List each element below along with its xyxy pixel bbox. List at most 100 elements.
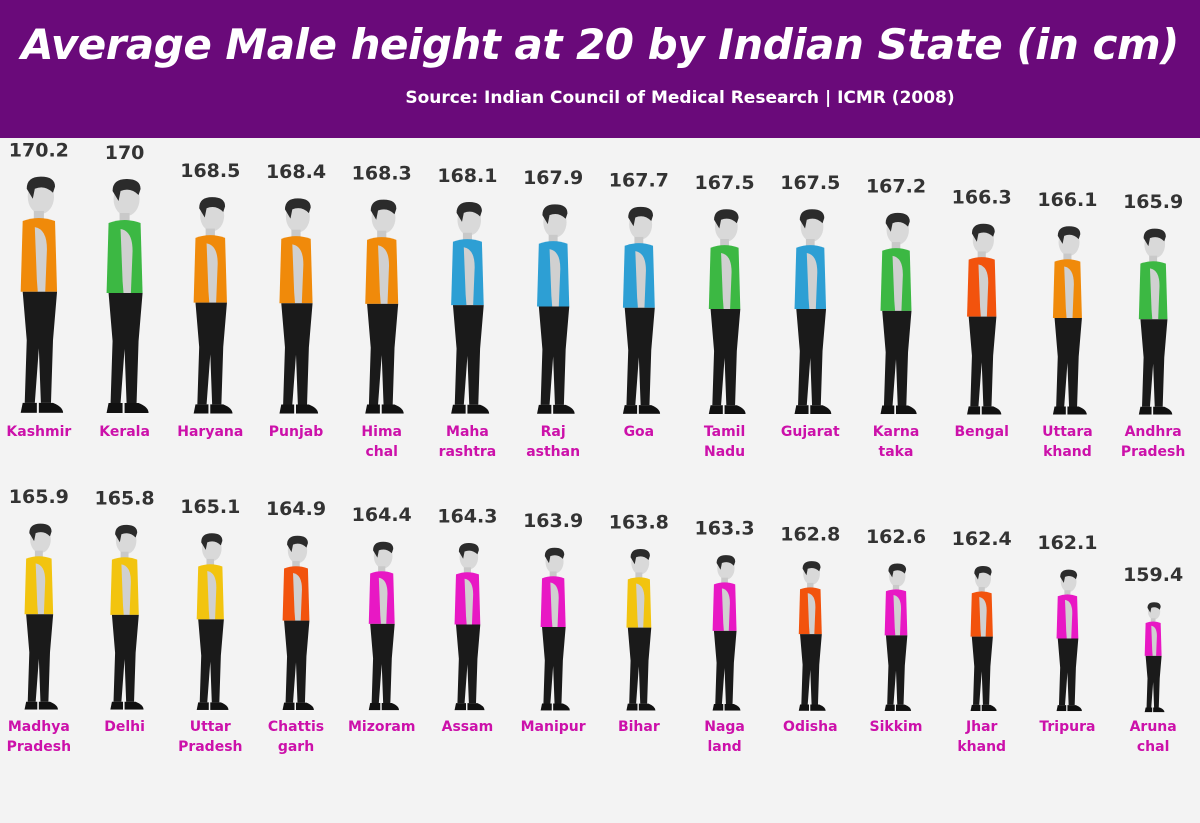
figure-shape — [537, 204, 575, 418]
state-label: Punjab — [269, 424, 323, 440]
person-figure: 168.5 Haryana — [177, 160, 243, 440]
figure-shape — [1056, 569, 1082, 714]
state-label: Chattis garh — [268, 719, 324, 755]
state-label: Karna taka — [873, 424, 920, 460]
person-figure: 168.3 Hima chal — [352, 162, 412, 460]
figure-shape — [24, 523, 58, 713]
figure-shape — [884, 563, 912, 714]
state-label: Assam — [442, 719, 494, 735]
value-label: 166.3 — [952, 186, 1012, 208]
person-figure: 164.3 Assam — [437, 505, 497, 735]
person-figure: 167.2 Karna taka — [866, 176, 926, 460]
figure-shape — [20, 176, 64, 417]
figure-shape — [106, 179, 149, 417]
person-figure: 165.8 Delhi — [95, 487, 155, 735]
figure-shape — [798, 561, 826, 714]
figure-shape — [880, 212, 917, 418]
value-label: 164.4 — [352, 504, 412, 526]
state-label: Bihar — [618, 719, 660, 735]
figure-shape — [110, 524, 144, 713]
value-label: 167.5 — [695, 172, 755, 194]
header-banner: Average Male height at 20 by Indian Stat… — [0, 0, 1200, 138]
figure-shape — [1052, 226, 1087, 418]
person-figure: 170.2 Kashmir — [6, 140, 71, 440]
state-label: Jhar khand — [957, 719, 1006, 755]
value-label: 162.4 — [952, 528, 1012, 550]
person-figure: 163.3 Naga land — [695, 517, 755, 755]
person-figure: 168.4 Punjab — [266, 161, 326, 440]
value-label: 170 — [105, 142, 145, 164]
value-label: 167.5 — [780, 172, 840, 194]
value-label: 167.7 — [609, 170, 669, 192]
state-label: Naga land — [704, 719, 745, 755]
figure-shape — [451, 201, 490, 418]
value-label: 165.9 — [1123, 191, 1183, 213]
value-label: 159.4 — [1123, 564, 1183, 586]
figure-shape — [196, 533, 229, 713]
value-label: 162.6 — [866, 526, 926, 548]
state-label: Mizoram — [348, 719, 415, 735]
person-figure: 167.9 Raj asthan — [523, 167, 583, 460]
value-label: 168.1 — [437, 165, 497, 187]
figure-shape — [365, 199, 404, 418]
figure-shape — [279, 198, 319, 418]
value-label: 164.9 — [266, 498, 326, 520]
height-chart: 170.2 Kashmir 170 Kerala 168.5 Haryana 168.4 Pu… — [6, 140, 1185, 755]
person-figure: 159.4 Aruna chal — [1123, 564, 1183, 755]
figure-shape — [622, 206, 661, 418]
state-label: Tamil Nadu — [704, 424, 745, 460]
figure-shape — [454, 542, 485, 714]
person-figure: 170 Kerala — [99, 142, 150, 440]
person-figure: 162.6 Sikkim — [866, 526, 926, 735]
figure-shape — [967, 223, 1002, 418]
value-label: 162.1 — [1037, 532, 1097, 554]
chart-subtitle: Source: Indian Council of Medical Resear… — [405, 88, 955, 108]
figure-shape — [970, 565, 997, 714]
state-label: Aruna chal — [1130, 719, 1177, 755]
value-label: 167.9 — [523, 167, 583, 189]
state-label: Andhra Pradesh — [1121, 424, 1185, 460]
value-label: 167.2 — [866, 176, 926, 198]
person-figure: 163.9 Manipur — [521, 510, 586, 735]
person-figure: 166.3 Bengal — [952, 186, 1012, 440]
state-label: Gujarat — [781, 424, 840, 440]
person-figure: 166.1 Uttara khand — [1037, 189, 1097, 460]
state-label: Manipur — [521, 719, 586, 735]
figure-shape — [368, 541, 399, 714]
value-label: 165.1 — [180, 496, 240, 518]
value-label: 170.2 — [9, 140, 69, 162]
person-figure: 162.1 Tripura — [1037, 532, 1097, 735]
value-label: 163.8 — [609, 511, 669, 533]
state-label: Kerala — [99, 424, 150, 440]
state-label: Delhi — [104, 719, 145, 735]
state-label: Hima chal — [361, 424, 402, 460]
state-label: Uttara khand — [1042, 424, 1093, 460]
state-label: Odisha — [783, 719, 837, 735]
person-figure: 164.4 Mizoram — [348, 504, 415, 735]
value-label: 162.8 — [780, 523, 840, 545]
person-figure: 168.1 Maha rashtra — [437, 165, 497, 460]
state-label: Uttar Pradesh — [178, 719, 242, 755]
state-label: Raj asthan — [526, 424, 580, 460]
person-figure: 163.8 Bihar — [609, 511, 669, 735]
state-label: Maha rashtra — [439, 424, 497, 460]
person-figure: 165.1 Uttar Pradesh — [178, 496, 242, 755]
person-figure: 167.7 Goa — [609, 170, 669, 440]
state-label: Bengal — [955, 424, 1009, 440]
person-figure: 165.9 Madhya Pradesh — [7, 486, 71, 755]
person-figure: 167.5 Gujarat — [780, 172, 840, 440]
state-label: Madhya Pradesh — [7, 719, 71, 755]
figure-shape — [1144, 602, 1165, 715]
value-label: 166.1 — [1037, 189, 1097, 211]
value-label: 168.4 — [266, 161, 326, 183]
value-label: 163.3 — [695, 517, 755, 539]
value-label: 168.5 — [180, 160, 240, 182]
figure-shape — [282, 535, 314, 714]
value-label: 165.9 — [9, 486, 69, 508]
figure-shape — [712, 555, 741, 714]
state-label: Kashmir — [6, 424, 71, 440]
person-figure: 167.5 Tamil Nadu — [695, 172, 755, 460]
chart-title: Average Male height at 20 by Indian Stat… — [21, 20, 1179, 69]
person-figure: 164.9 Chattis garh — [266, 498, 326, 755]
figure-shape — [1138, 228, 1173, 418]
